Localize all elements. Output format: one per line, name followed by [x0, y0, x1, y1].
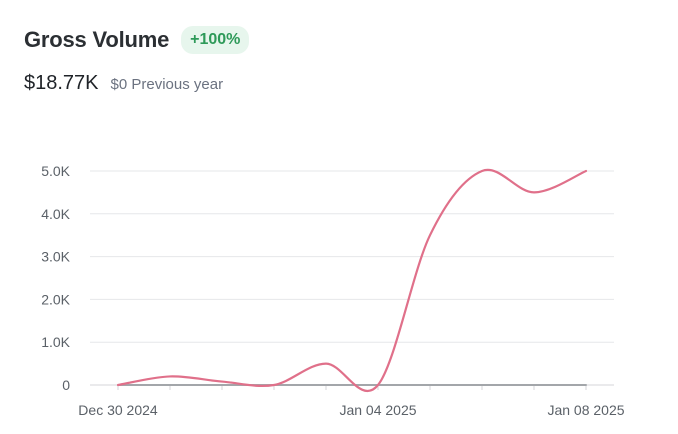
x-tick-label: Jan 08 2025 [547, 402, 624, 418]
current-value: $18.77K [24, 72, 99, 94]
previous-value: $0 Previous year [110, 76, 224, 93]
x-axis: Dec 30 2024 Jan 04 2025 Jan 08 2025 [78, 384, 625, 418]
y-tick-label: 5.0K [41, 163, 70, 179]
y-tick-labels: 0 1.0K 2.0K 3.0K 4.0K 5.0K [41, 163, 70, 393]
summary-row: $18.77K $0 Previous year [24, 72, 223, 95]
grid-lines [90, 170, 614, 343]
current-series-line [116, 168, 588, 393]
x-tick-label: Dec 30 2024 [78, 402, 158, 418]
chart-title: Gross Volume [24, 27, 170, 52]
y-tick-label: 1.0K [41, 334, 70, 350]
y-tick-label: 0 [62, 377, 70, 393]
change-badge: +100% [181, 26, 250, 54]
card-header: Gross Volume +100% [24, 26, 250, 54]
series-layer [116, 168, 588, 393]
y-tick-label: 4.0K [41, 206, 70, 222]
x-tick-label: Jan 04 2025 [339, 402, 416, 418]
y-tick-label: 2.0K [41, 291, 70, 307]
y-tick-label: 3.0K [41, 249, 70, 265]
